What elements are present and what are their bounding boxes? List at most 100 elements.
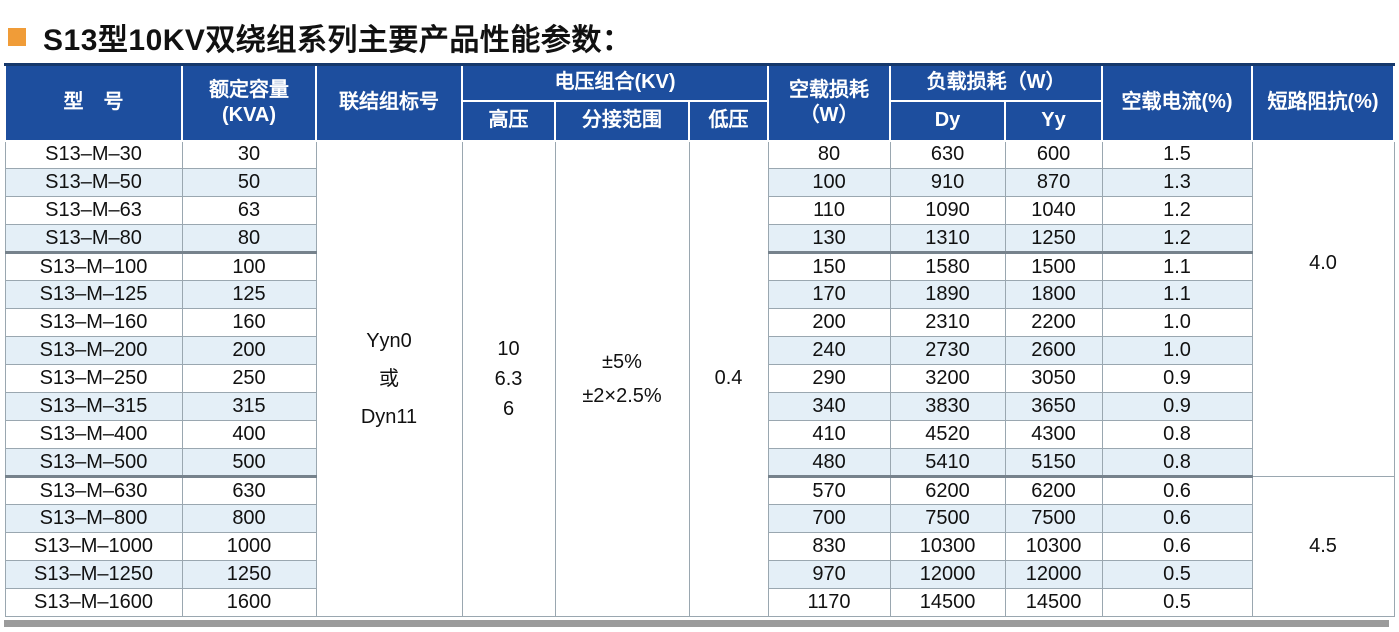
table-row: S13–M–1250 1250 970 12000 12000 0.5 xyxy=(4,560,1394,589)
cell-capacity: 160 xyxy=(181,308,317,337)
cell-load-loss-yy: 1040 xyxy=(1004,196,1103,225)
table-header: 型 号 额定容量 (KVA) 联结组标号 电压组合(KV) 空载损耗 （W） 负… xyxy=(4,63,1396,142)
cell-no-load-loss: 100 xyxy=(767,168,891,197)
cell-capacity: 500 xyxy=(181,448,317,478)
cell-no-load-current: 1.5 xyxy=(1101,140,1253,169)
cell-load-loss-dy: 10300 xyxy=(889,532,1006,561)
table-row: S13–M–250 250 290 3200 3050 0.9 xyxy=(4,364,1394,393)
table-row: S13–M–100 100 150 1580 1500 1.1 xyxy=(4,252,1394,281)
cell-load-loss-dy: 630 xyxy=(889,140,1006,169)
cell-load-loss-yy: 6200 xyxy=(1004,476,1103,505)
cell-model: S13–M–315 xyxy=(4,392,183,421)
table-bottom-bar xyxy=(4,620,1389,627)
cell-load-loss-dy: 3200 xyxy=(889,364,1006,393)
cell-model: S13–M–63 xyxy=(4,196,183,225)
cell-load-loss-dy: 6200 xyxy=(889,476,1006,505)
header-yy: Yy xyxy=(1004,99,1104,142)
spec-table: 型 号 额定容量 (KVA) 联结组标号 电压组合(KV) 空载损耗 （W） 负… xyxy=(4,63,1396,617)
cell-model: S13–M–200 xyxy=(4,336,183,365)
table-row: S13–M–50 50 100 910 870 1.3 xyxy=(4,168,1394,197)
cell-model: S13–M–100 xyxy=(4,252,183,281)
cell-load-loss-yy: 600 xyxy=(1004,140,1103,169)
cell-load-loss-yy: 3650 xyxy=(1004,392,1103,421)
cell-no-load-current: 1.0 xyxy=(1101,308,1253,337)
cell-no-load-current: 0.6 xyxy=(1101,476,1253,505)
cell-no-load-loss: 290 xyxy=(767,364,891,393)
table-row: S13–M–160 160 200 2310 2200 1.0 xyxy=(4,308,1394,337)
header-lv: 低压 xyxy=(687,99,770,142)
header-short-circuit-impedance: 短路阻抗(%) xyxy=(1251,63,1396,142)
cell-load-loss-yy: 5150 xyxy=(1004,448,1103,478)
cell-hv-voltage: 10 6.3 6 xyxy=(461,140,556,617)
cell-load-loss-dy: 14500 xyxy=(889,588,1006,617)
cell-load-loss-yy: 1500 xyxy=(1004,252,1103,281)
cell-load-loss-dy: 12000 xyxy=(889,560,1006,589)
cell-model: S13–M–1250 xyxy=(4,560,183,589)
cell-model: S13–M–400 xyxy=(4,420,183,449)
cell-no-load-loss: 150 xyxy=(767,252,891,281)
cell-load-loss-dy: 4520 xyxy=(889,420,1006,449)
cell-no-load-loss: 830 xyxy=(767,532,891,561)
header-row-1: 型 号 额定容量 (KVA) 联结组标号 电压组合(KV) 空载损耗 （W） 负… xyxy=(4,63,1396,142)
header-no-load-loss: 空载损耗 （W） xyxy=(767,63,892,142)
table-row: S13–M–63 63 110 1090 1040 1.2 xyxy=(4,196,1394,225)
page-title: S13型10KV双绕组系列主要产品性能参数： xyxy=(43,23,633,57)
cell-no-load-loss: 700 xyxy=(767,504,891,533)
cell-model: S13–M–125 xyxy=(4,280,183,309)
header-connection-group: 联结组标号 xyxy=(315,63,463,142)
cell-load-loss-dy: 7500 xyxy=(889,504,1006,533)
cell-capacity: 250 xyxy=(181,364,317,393)
cell-lv-voltage: 0.4 xyxy=(688,140,769,617)
cell-no-load-current: 0.8 xyxy=(1101,448,1253,478)
cell-load-loss-yy: 870 xyxy=(1004,168,1103,197)
header-capacity: 额定容量 (KVA) xyxy=(181,63,317,142)
cell-no-load-current: 0.6 xyxy=(1101,532,1253,561)
cell-capacity: 100 xyxy=(181,252,317,281)
cell-no-load-loss: 80 xyxy=(767,140,891,169)
table-row: S13–M–630 630 570 6200 6200 0.6 4.5 xyxy=(4,476,1395,617)
cell-model: S13–M–1000 xyxy=(4,532,183,561)
cell-load-loss-yy: 10300 xyxy=(1004,532,1103,561)
cell-model: S13–M–250 xyxy=(4,364,183,393)
header-no-load-current: 空载电流(%) xyxy=(1101,63,1254,142)
table-row: S13–M–80 80 130 1310 1250 1.2 xyxy=(4,224,1394,254)
orange-bullet-icon xyxy=(8,27,26,46)
cell-load-loss-yy: 14500 xyxy=(1004,588,1103,617)
cell-load-loss-dy: 910 xyxy=(889,168,1006,197)
cell-load-loss-yy: 12000 xyxy=(1004,560,1103,589)
cell-model: S13–M–630 xyxy=(4,476,183,505)
cell-model: S13–M–800 xyxy=(4,504,183,533)
cell-no-load-current: 1.2 xyxy=(1101,224,1253,254)
cell-model: S13–M–80 xyxy=(4,224,183,254)
table-row: S13–M–30 30 Yyn0 或 Dyn11 10 6.3 6 ±5% ±2×2.5… xyxy=(4,140,1395,617)
cell-capacity: 125 xyxy=(181,280,317,309)
cell-load-loss-dy: 1090 xyxy=(889,196,1006,225)
table-row: S13–M–1600 1600 1170 14500 14500 0.5 xyxy=(4,588,1394,617)
cell-load-loss-dy: 1890 xyxy=(889,280,1006,309)
cell-load-loss-yy: 1250 xyxy=(1004,224,1103,254)
cell-load-loss-dy: 1310 xyxy=(889,224,1006,254)
cell-no-load-loss: 130 xyxy=(767,224,891,254)
cell-load-loss-yy: 1800 xyxy=(1004,280,1103,309)
cell-no-load-loss: 1170 xyxy=(767,588,891,617)
cell-no-load-loss: 170 xyxy=(767,280,891,309)
cell-model: S13–M–1600 xyxy=(4,588,183,617)
cell-capacity: 630 xyxy=(181,476,317,505)
cell-no-load-current: 1.1 xyxy=(1101,252,1253,281)
cell-load-loss-dy: 2730 xyxy=(889,336,1006,365)
header-load-loss: 负载损耗（W） xyxy=(889,63,1104,102)
cell-model: S13–M–30 xyxy=(4,140,183,169)
cell-model: S13–M–50 xyxy=(4,168,183,197)
cell-load-loss-dy: 2310 xyxy=(889,308,1006,337)
table-body: S13–M–30 30 Yyn0 或 Dyn11 10 6.3 6 ±5% ±2×2.5… xyxy=(4,140,1395,617)
cell-short-circuit-impedance: 4.5 xyxy=(1251,476,1395,617)
table-row: S13–M–500 500 480 5410 5150 0.8 xyxy=(4,448,1394,478)
cell-load-loss-yy: 3050 xyxy=(1004,364,1103,393)
table-row: S13–M–315 315 340 3830 3650 0.9 xyxy=(4,392,1394,421)
cell-short-circuit-impedance: 4.0 xyxy=(1251,140,1395,477)
cell-load-loss-yy: 7500 xyxy=(1004,504,1103,533)
cell-capacity: 800 xyxy=(181,504,317,533)
header-model: 型 号 xyxy=(4,63,183,142)
cell-no-load-current: 1.1 xyxy=(1101,280,1253,309)
cell-no-load-loss: 200 xyxy=(767,308,891,337)
